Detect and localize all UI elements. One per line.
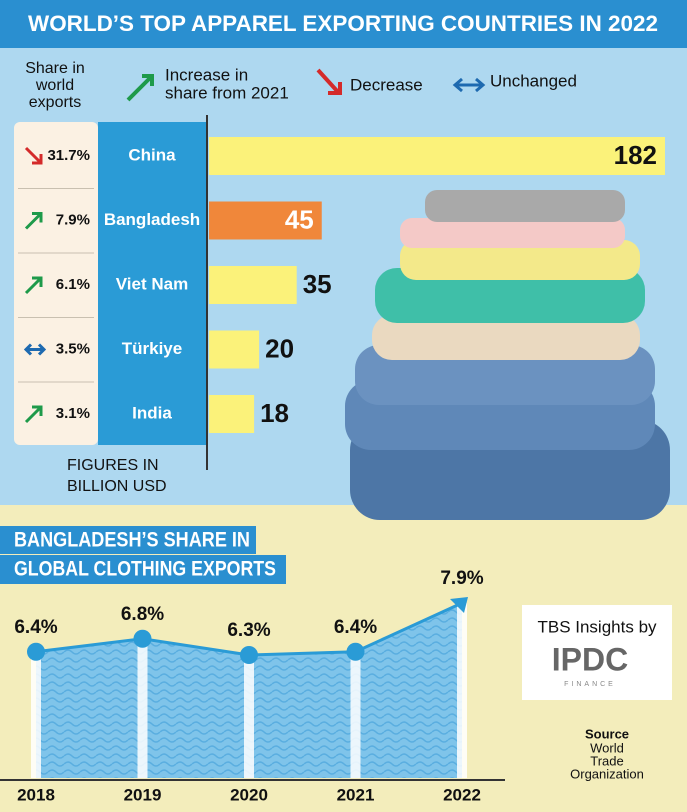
trend-arrow [23,343,47,356]
trend-arrow [24,276,43,295]
logo-box [522,605,672,700]
value-label: 6.3% [227,620,270,641]
value-label: 18 [260,398,289,428]
value-label: 6.4% [14,617,57,638]
legend-text: Share in [25,60,85,77]
legend-text: world [35,77,74,94]
logo-sub: FINANCE [564,681,616,688]
unit-note: FIGURES IN [67,457,159,474]
value-label: 7.9% [440,568,483,589]
bar [209,266,297,304]
legend-unchanged-arrow [452,77,486,93]
chart-subtitle: GLOBAL CLOTHING EXPORTS [14,558,276,581]
category-label: Viet Nam [116,274,188,293]
trend-arrow [24,405,43,424]
share-panel [14,122,98,445]
value-label: 6.4% [334,617,377,638]
name-panel [98,122,206,445]
header-band [0,0,687,48]
chart-title: WORLD’S TOP APPAREL EXPORTING COUNTRIES … [28,11,658,36]
logo-text: IPDC [552,641,628,677]
legend-text: Unchanged [490,71,577,90]
x-tick-label: 2020 [230,785,268,804]
category-label: Bangladesh [104,210,200,229]
unit-note: BILLION USD [67,478,167,495]
share-label: 31.7% [47,147,90,164]
credit-text: TBS Insights by [537,617,657,636]
share-label: 7.9% [56,211,90,228]
source-title: Source [585,726,629,741]
legend-text: Decrease [350,75,423,94]
value-label: 6.8% [121,604,164,625]
bar [209,201,322,240]
column-stripe [137,638,148,778]
legend-decrease-arrow [316,68,342,95]
bar [209,395,255,433]
value-label: 35 [303,269,332,299]
x-tick-label: 2018 [17,785,55,804]
x-tick-label: 2019 [124,785,162,804]
trend-arrow [24,212,43,230]
subtitle-box [0,555,286,584]
bar [209,330,260,369]
column-stripe [31,651,41,778]
clothes-illustration [345,190,670,520]
arrow-head [450,597,468,613]
point [346,642,365,661]
value-label: 20 [265,333,294,363]
category-label: Türkiye [122,339,182,358]
source-text: Organization [570,766,644,781]
column-stripe [350,651,361,778]
legend-increase-arrow [126,74,154,102]
value-label: 45 [285,204,314,234]
subtitle-box [0,526,256,554]
point [240,646,258,664]
column-stripe [244,655,254,778]
legend-text: Increase in [165,65,248,84]
value-label: 182 [614,140,657,170]
legend-text: share from 2021 [165,83,289,102]
x-tick-label: 2021 [337,785,375,804]
share-label: 3.5% [56,340,90,357]
category-label: India [132,403,172,422]
bar [209,137,665,175]
x-tick-label: 2022 [443,785,481,804]
share-label: 3.1% [56,405,90,422]
category-label: China [128,145,176,164]
source-text: Trade [590,753,623,768]
column-stripe [457,603,467,778]
share-label: 6.1% [56,276,90,293]
point [133,629,152,648]
chart-subtitle: BANGLADESH’S SHARE IN [14,529,250,552]
legend-text: exports [29,94,81,111]
source-text: World [590,740,624,755]
point [27,642,45,661]
trend-arrow [24,146,43,165]
